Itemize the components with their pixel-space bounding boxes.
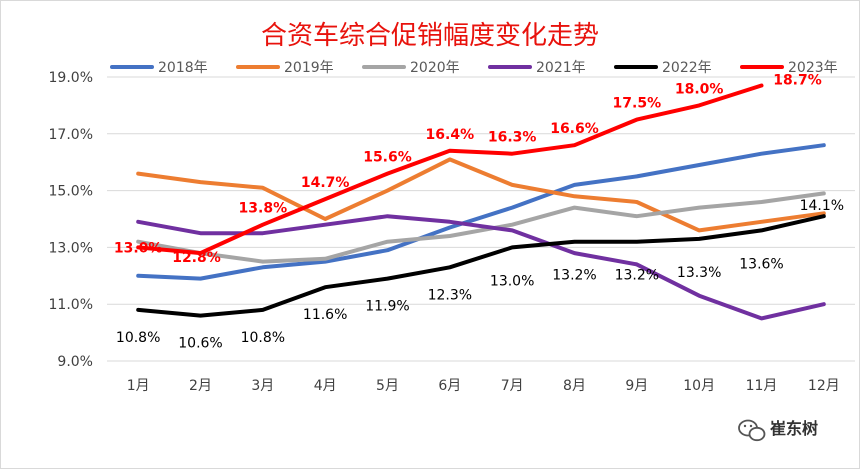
series-lines bbox=[136, 83, 826, 321]
data-label: 15.6% bbox=[363, 150, 412, 166]
data-label: 14.1% bbox=[800, 198, 844, 214]
data-label: 13.2% bbox=[615, 268, 659, 284]
legend: 2018年 2019年 2020年 2021年 2022年 2023年 bbox=[110, 60, 838, 76]
data-label: 13.8% bbox=[239, 201, 288, 217]
y-tick-label: 13.0% bbox=[49, 240, 93, 256]
y-tick-label: 15.0% bbox=[49, 184, 93, 200]
y-tick-label: 17.0% bbox=[49, 127, 93, 143]
legend-entry: 2022年 bbox=[662, 60, 712, 76]
x-tick-label: 11月 bbox=[746, 378, 778, 394]
data-label: 17.5% bbox=[613, 96, 662, 112]
data-labels: 10.8% 10.6% 10.8% 11.6% 11.9% 12.3% 13.0% 13.2%… bbox=[114, 73, 844, 352]
watermark: 崔东树 bbox=[738, 419, 818, 442]
series-line bbox=[136, 83, 764, 256]
data-label: 18.0% bbox=[675, 81, 724, 97]
data-label: 14.7% bbox=[301, 175, 350, 191]
data-label: 11.9% bbox=[365, 299, 409, 315]
legend-entry: 2018年 bbox=[158, 60, 208, 76]
data-label: 13.0% bbox=[114, 240, 163, 256]
series-line bbox=[136, 191, 826, 264]
x-tick-label: 3月 bbox=[251, 378, 274, 394]
y-tick-label: 9.0% bbox=[57, 354, 93, 370]
data-label: 12.3% bbox=[428, 287, 472, 303]
data-label: 10.8% bbox=[241, 330, 285, 346]
data-label: 13.2% bbox=[552, 268, 596, 284]
data-label: 11.6% bbox=[303, 307, 347, 323]
watermark-text: 崔东树 bbox=[770, 419, 818, 438]
legend-entry: 2020年 bbox=[410, 60, 460, 76]
x-axis-ticks: 1月 2月 3月 4月 5月 6月 7月 8月 9月 10月 11月 12月 bbox=[127, 378, 840, 394]
series-line bbox=[136, 214, 826, 321]
x-tick-label: 12月 bbox=[808, 378, 840, 394]
data-label: 10.8% bbox=[116, 330, 160, 346]
data-label: 10.6% bbox=[178, 336, 222, 352]
data-label: 16.3% bbox=[488, 130, 537, 146]
x-tick-label: 2月 bbox=[189, 378, 212, 394]
data-label: 18.7% bbox=[773, 73, 822, 89]
data-label: 16.4% bbox=[426, 127, 475, 143]
series-line bbox=[136, 157, 826, 233]
y-tick-label: 11.0% bbox=[49, 297, 93, 313]
x-tick-label: 5月 bbox=[376, 378, 399, 394]
series-line bbox=[136, 214, 826, 318]
data-label: 13.3% bbox=[677, 265, 721, 281]
x-tick-label: 4月 bbox=[314, 378, 337, 394]
x-tick-label: 1月 bbox=[127, 378, 150, 394]
gridlines bbox=[107, 76, 855, 362]
data-label: 12.8% bbox=[172, 250, 221, 266]
data-label: 13.6% bbox=[739, 256, 783, 272]
legend-entry: 2021年 bbox=[536, 60, 586, 76]
x-tick-label: 8月 bbox=[563, 378, 586, 394]
data-label: 13.0% bbox=[490, 273, 534, 289]
data-label: 16.6% bbox=[550, 121, 599, 137]
series-line bbox=[136, 143, 826, 281]
x-tick-label: 7月 bbox=[501, 378, 524, 394]
y-axis-ticks: 9.0% 11.0% 13.0% 15.0% 17.0% 19.0% bbox=[49, 70, 93, 370]
chart-title: 合资车综合促销幅度变化走势 bbox=[261, 21, 599, 51]
legend-entry: 2023年 bbox=[788, 60, 838, 76]
x-tick-label: 6月 bbox=[438, 378, 461, 394]
y-tick-label: 19.0% bbox=[49, 70, 93, 86]
wechat-icon bbox=[738, 419, 766, 442]
x-tick-label: 9月 bbox=[625, 378, 648, 394]
x-tick-label: 10月 bbox=[683, 378, 715, 394]
legend-entry: 2019年 bbox=[284, 60, 334, 76]
